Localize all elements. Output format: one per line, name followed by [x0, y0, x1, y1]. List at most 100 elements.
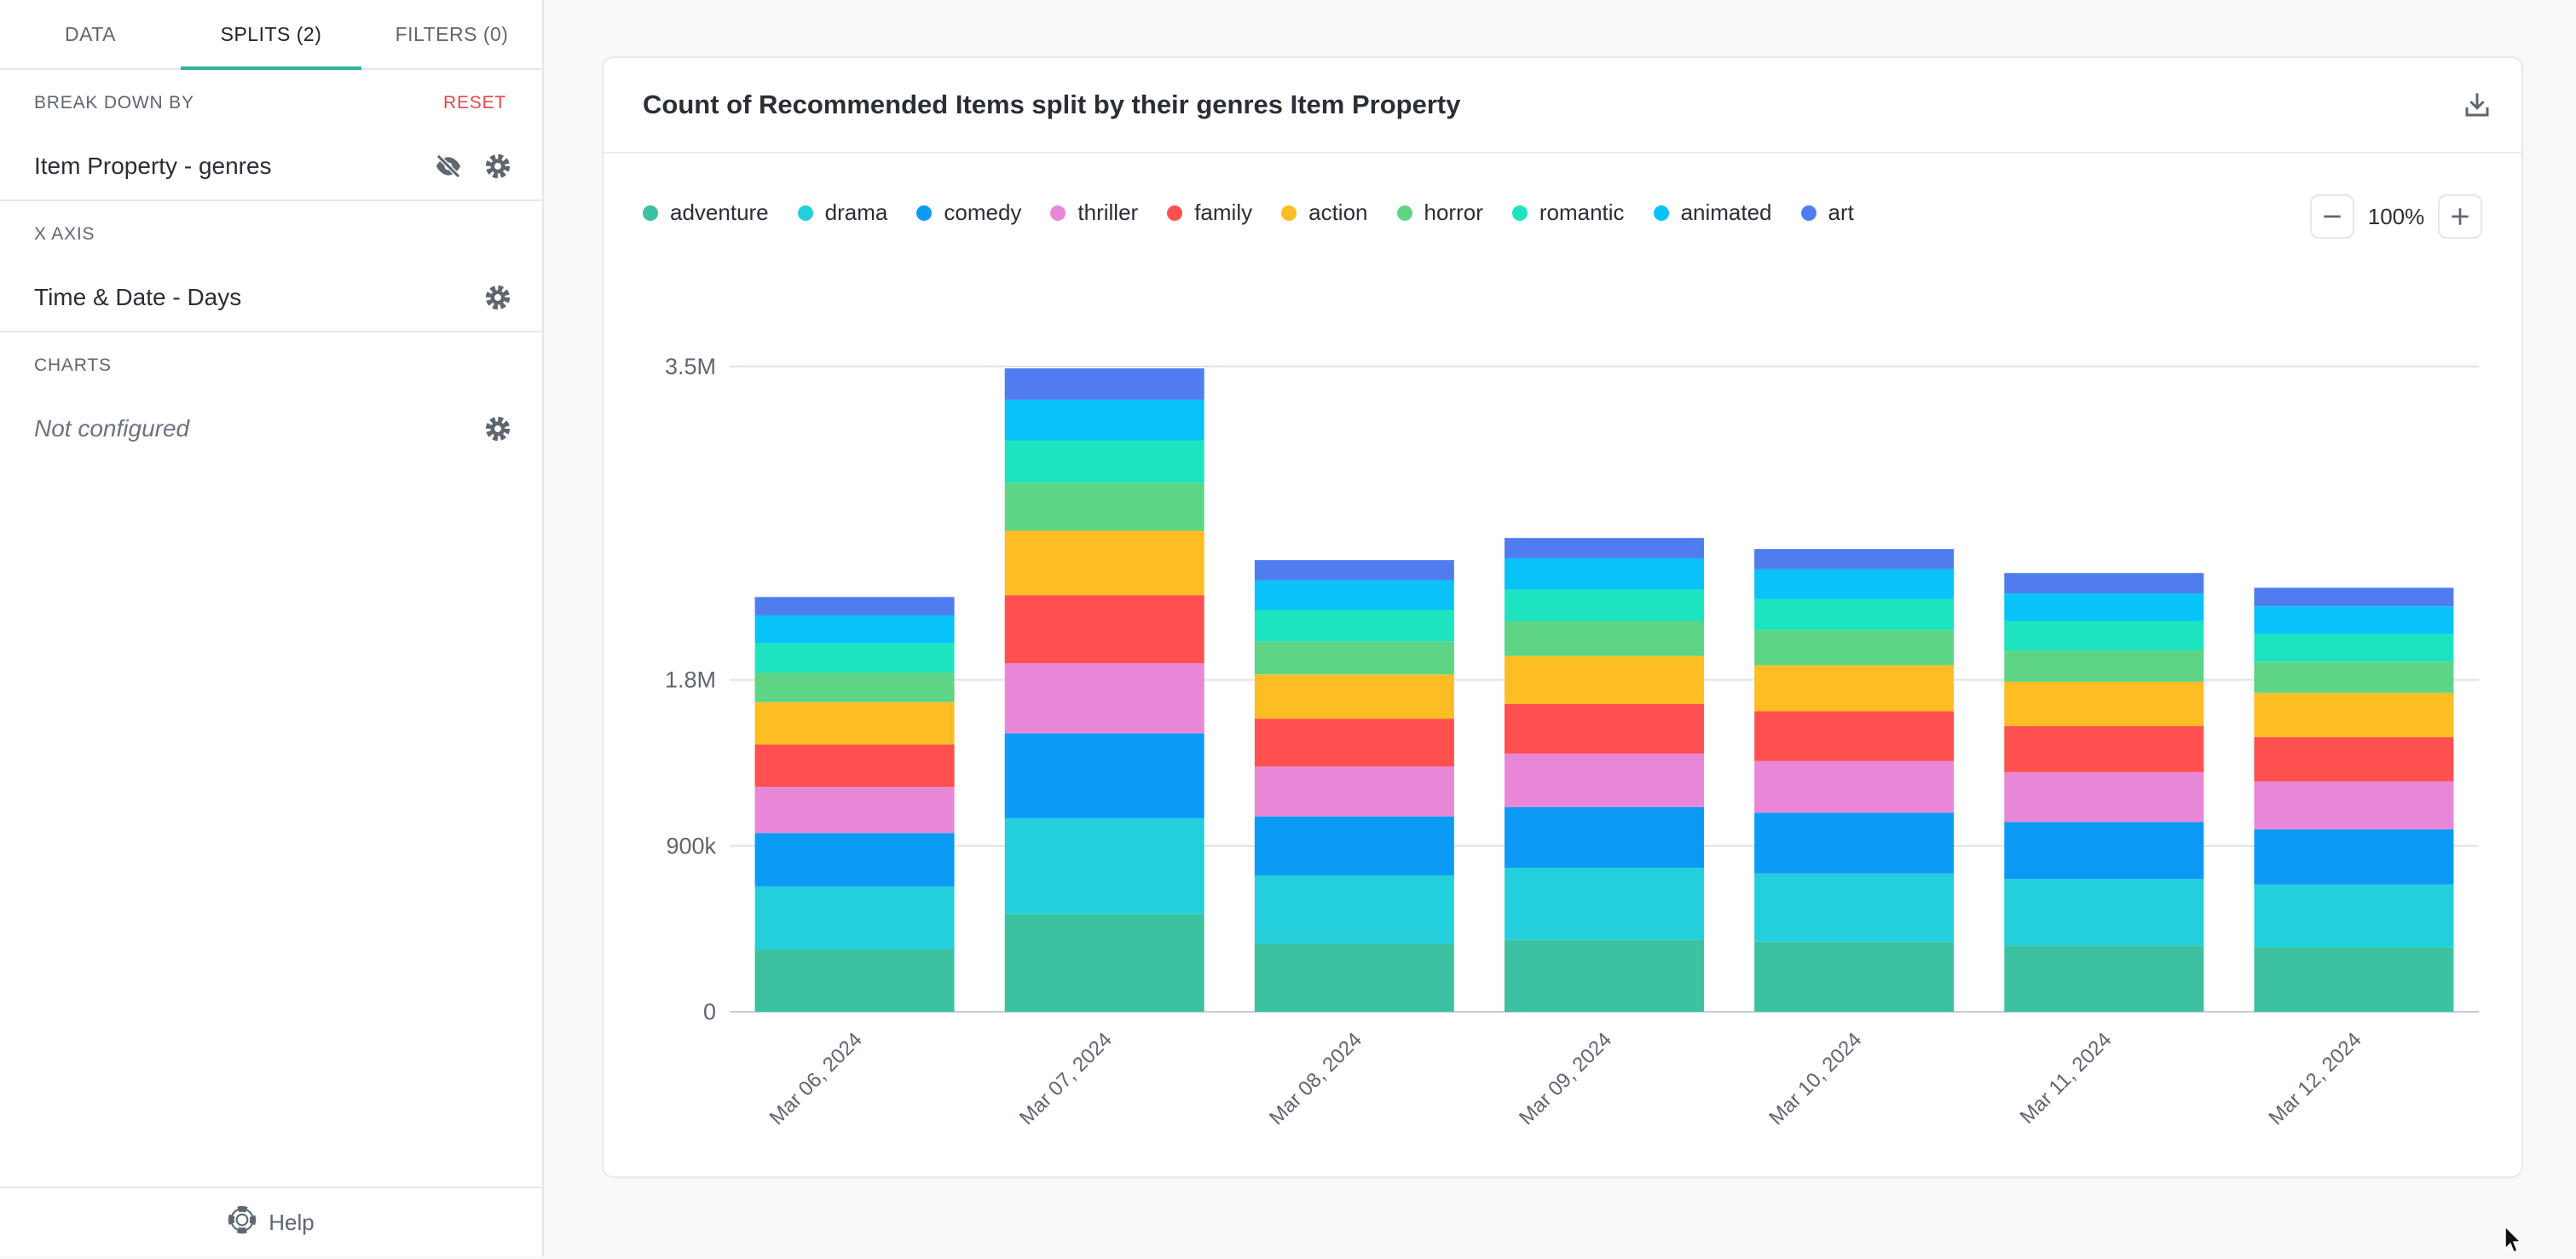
bar-segment-family[interactable]	[2004, 725, 2204, 772]
bar-segment-art[interactable]	[2004, 573, 2204, 594]
download-icon[interactable]	[2462, 90, 2492, 120]
legend-item-thriller[interactable]: thriller	[1050, 199, 1138, 226]
bar-segment-drama[interactable]	[2254, 884, 2454, 948]
tab-splits[interactable]: SPLITS (2)	[181, 0, 361, 70]
bar-segment-horror[interactable]	[1754, 630, 1955, 666]
legend-item-romantic[interactable]: romantic	[1511, 199, 1625, 226]
bar-segment-romantic[interactable]	[1254, 609, 1454, 642]
bar-segment-animated[interactable]	[1254, 580, 1454, 610]
bar-segment-romantic[interactable]	[2254, 633, 2454, 662]
bar-segment-adventure[interactable]	[1254, 943, 1454, 1012]
bar-segment-comedy[interactable]	[1254, 816, 1454, 875]
tab-filters[interactable]: FILTERS (0)	[395, 22, 509, 45]
bar-segment-action[interactable]	[1754, 665, 1955, 712]
bar-segment-animated[interactable]	[1505, 557, 1704, 590]
bar-segment-art[interactable]	[1505, 538, 1704, 558]
legend-item-action[interactable]: action	[1281, 199, 1368, 226]
bar-segment-art[interactable]	[1004, 368, 1204, 400]
bar-segment-family[interactable]	[1004, 595, 1204, 664]
bar-segment-family[interactable]	[1505, 703, 1704, 754]
legend-label: adventure	[670, 199, 769, 225]
bar-segment-drama[interactable]	[754, 886, 955, 950]
bar-segment-romantic[interactable]	[1004, 440, 1204, 483]
bar-segment-family[interactable]	[2254, 736, 2454, 782]
zoom-out-button[interactable]	[2310, 194, 2354, 239]
bar-segment-animated[interactable]	[1004, 399, 1204, 441]
bar-segment-comedy[interactable]	[754, 833, 955, 886]
bar-segment-action[interactable]	[1254, 674, 1454, 719]
x-tick-label: Mar 09, 2024	[1515, 1028, 1616, 1129]
reset-button[interactable]: RESET	[442, 93, 506, 113]
bar-segment-action[interactable]	[2004, 681, 2204, 726]
bar-segment-action[interactable]	[1004, 530, 1204, 596]
bar-segment-art[interactable]	[754, 597, 955, 615]
bar-segment-romantic[interactable]	[1754, 598, 1955, 631]
bar-segment-horror[interactable]	[1505, 621, 1704, 656]
bar-segment-adventure[interactable]	[2004, 945, 2204, 1012]
bar-segment-thriller[interactable]	[1754, 760, 1955, 813]
gear-icon[interactable]	[482, 413, 513, 444]
legend-dot	[1396, 205, 1412, 221]
bar-segment-adventure[interactable]	[754, 949, 955, 1012]
break-down-section: BREAK DOWN BY RESET Item Property - genr…	[0, 70, 542, 201]
bar-segment-action[interactable]	[754, 702, 955, 745]
bar-segment-animated[interactable]	[1754, 569, 1955, 599]
legend-item-horror[interactable]: horror	[1396, 199, 1483, 226]
bar-segment-thriller[interactable]	[1004, 663, 1204, 734]
bar-segment-comedy[interactable]	[2254, 829, 2454, 885]
bar-segment-family[interactable]	[754, 744, 955, 788]
bar-segment-horror[interactable]	[1004, 482, 1204, 531]
bar-segment-art[interactable]	[2254, 587, 2454, 607]
chart-card: Count of Recommended Items split by thei…	[602, 56, 2523, 1178]
zoom-in-button[interactable]	[2438, 194, 2482, 239]
legend-item-animated[interactable]: animated	[1653, 199, 1772, 226]
bar-segment-art[interactable]	[1254, 560, 1454, 580]
bar-segment-comedy[interactable]	[1754, 812, 1955, 874]
bar-segment-animated[interactable]	[2004, 593, 2204, 621]
bar-segment-adventure[interactable]	[1004, 914, 1204, 1012]
bar-segment-action[interactable]	[2254, 692, 2454, 737]
bar-segment-action[interactable]	[1505, 655, 1704, 704]
bar-segment-comedy[interactable]	[1004, 733, 1204, 818]
bar-segment-drama[interactable]	[1754, 873, 1955, 942]
bar-segment-family[interactable]	[1754, 711, 1955, 761]
bar-segment-horror[interactable]	[1254, 641, 1454, 675]
bar-segment-adventure[interactable]	[1754, 941, 1955, 1012]
bar-segment-thriller[interactable]	[2254, 781, 2454, 829]
x-tick-label: Mar 07, 2024	[1015, 1028, 1117, 1129]
bar-segment-romantic[interactable]	[754, 643, 955, 673]
legend-item-drama[interactable]: drama	[797, 199, 887, 226]
help-button[interactable]: Help	[0, 1187, 542, 1256]
bar-segment-thriller[interactable]	[2004, 771, 2204, 823]
bar-segment-thriller[interactable]	[1505, 754, 1704, 807]
bar-segment-drama[interactable]	[1505, 868, 1704, 940]
bar-segment-drama[interactable]	[2004, 879, 2204, 946]
bar-segment-romantic[interactable]	[2004, 621, 2204, 651]
bar-segment-thriller[interactable]	[1254, 766, 1454, 817]
bar-segment-comedy[interactable]	[2004, 822, 2204, 880]
bar-segment-drama[interactable]	[1254, 875, 1454, 944]
bar-segment-animated[interactable]	[754, 615, 955, 644]
bar-segment-animated[interactable]	[2254, 606, 2454, 634]
legend-item-adventure[interactable]: adventure	[643, 199, 769, 226]
bar-segment-drama[interactable]	[1004, 817, 1204, 915]
gear-icon[interactable]	[482, 151, 513, 182]
legend-item-comedy[interactable]: comedy	[916, 199, 1021, 226]
bar-segment-adventure[interactable]	[1505, 939, 1704, 1012]
legend-dot	[1050, 205, 1066, 221]
bar-segment-comedy[interactable]	[1505, 806, 1704, 869]
eye-off-icon[interactable]	[433, 151, 464, 182]
legend-item-art[interactable]: art	[1800, 199, 1854, 226]
tab-data[interactable]: DATA	[65, 22, 116, 45]
bar-segment-thriller[interactable]	[754, 787, 955, 834]
legend-item-family[interactable]: family	[1167, 199, 1252, 226]
bar-segment-horror[interactable]	[2254, 661, 2454, 693]
left-sidebar: DATA SPLITS (2) FILTERS (0) BREAK DOWN B…	[0, 0, 544, 1256]
gear-icon[interactable]	[482, 282, 513, 313]
bar-segment-horror[interactable]	[2004, 650, 2204, 682]
bar-segment-family[interactable]	[1254, 719, 1454, 767]
bar-segment-horror[interactable]	[754, 673, 955, 702]
bar-segment-art[interactable]	[1754, 549, 1955, 569]
bar-segment-adventure[interactable]	[2254, 947, 2454, 1012]
bar-segment-romantic[interactable]	[1505, 589, 1704, 621]
